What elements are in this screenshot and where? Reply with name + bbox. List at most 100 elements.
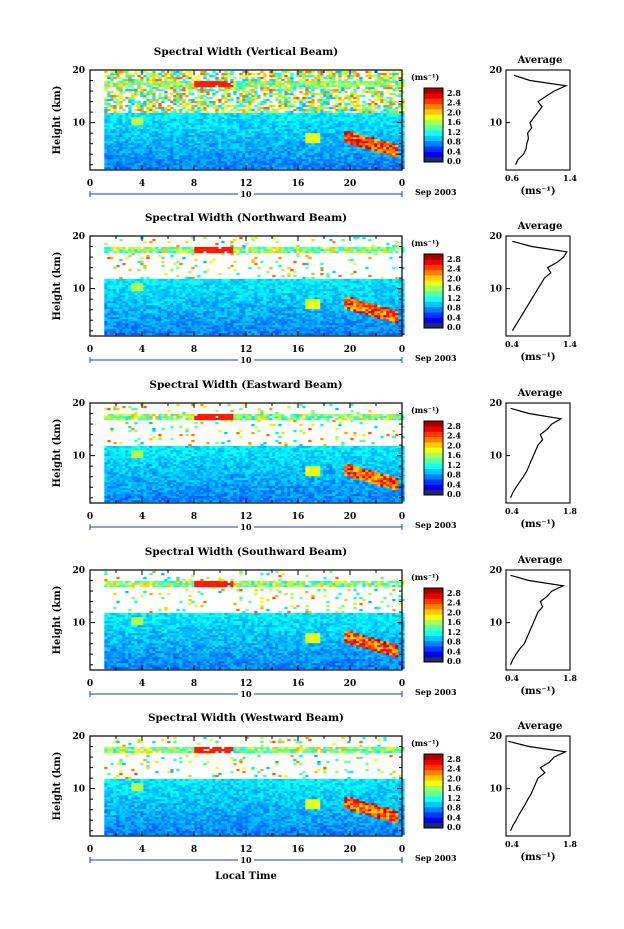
heatmap-cell bbox=[158, 96, 162, 100]
heatmap-cell bbox=[161, 328, 165, 332]
heatmap-cell bbox=[152, 248, 156, 252]
heatmap-cell bbox=[218, 78, 222, 82]
heatmap-cell bbox=[110, 154, 114, 158]
heatmap-cell bbox=[203, 164, 207, 168]
heatmap-cell bbox=[383, 162, 387, 166]
heatmap-cell bbox=[149, 328, 153, 332]
heatmap-cell bbox=[275, 166, 279, 170]
heatmap-cell bbox=[110, 324, 114, 328]
heatmap-cell bbox=[248, 110, 252, 114]
heatmap-cell bbox=[131, 328, 135, 332]
heatmap-cell bbox=[164, 112, 168, 116]
heatmap-cell bbox=[269, 90, 273, 94]
heatmap-cell bbox=[131, 116, 135, 120]
heatmap-cell bbox=[173, 152, 177, 156]
heatmap-cell bbox=[146, 128, 150, 132]
heatmap-cell bbox=[314, 136, 318, 140]
heatmap-cell bbox=[266, 142, 270, 146]
heatmap-cell bbox=[383, 130, 387, 134]
heatmap-cell bbox=[227, 140, 231, 144]
heatmap-cell bbox=[326, 146, 330, 150]
heatmap-cell bbox=[380, 96, 384, 100]
heatmap-cell bbox=[245, 114, 249, 118]
heatmap-cell bbox=[329, 110, 333, 114]
heatmap-cell bbox=[149, 304, 153, 308]
heatmap-cell bbox=[263, 106, 267, 110]
heatmap-cell bbox=[338, 146, 342, 150]
heatmap-cell bbox=[164, 114, 168, 118]
date-label: Sep 2003 bbox=[415, 187, 457, 197]
heatmap-cell bbox=[104, 108, 108, 112]
heatmap-cell bbox=[182, 152, 186, 156]
heatmap-cell bbox=[368, 104, 372, 108]
heatmap-cell bbox=[341, 112, 345, 116]
heatmap-cell bbox=[212, 166, 216, 170]
heatmap-cell bbox=[326, 76, 330, 80]
heatmap-cell bbox=[113, 106, 117, 110]
heatmap-cell bbox=[359, 164, 363, 168]
colorbar-swatch bbox=[424, 140, 443, 147]
heatmap-cell bbox=[293, 160, 297, 164]
heatmap-cell bbox=[173, 148, 177, 152]
heatmap-cell bbox=[299, 86, 303, 90]
heatmap-cell bbox=[170, 160, 174, 164]
heatmap-cell bbox=[353, 152, 357, 156]
heatmap-cell bbox=[230, 140, 234, 144]
heatmap-cell bbox=[392, 114, 396, 118]
heatmap-cell bbox=[398, 124, 402, 128]
heatmap-cell bbox=[398, 148, 402, 152]
heatmap-cell bbox=[347, 122, 351, 126]
heatmap-cell bbox=[287, 80, 291, 84]
heatmap-cell bbox=[218, 142, 222, 146]
heatmap-cell bbox=[302, 120, 306, 124]
heatmap-cell bbox=[221, 106, 225, 110]
heatmap-cell bbox=[218, 88, 222, 92]
heatmap-cell bbox=[380, 120, 384, 124]
heatmap-cell bbox=[305, 138, 309, 142]
heatmap-cell bbox=[179, 128, 183, 132]
heatmap-cell bbox=[104, 290, 108, 294]
heatmap-cell bbox=[110, 126, 114, 130]
heatmap-cell bbox=[119, 156, 123, 160]
heatmap-cell bbox=[311, 78, 315, 82]
heatmap-cell bbox=[305, 134, 309, 138]
heatmap-cell bbox=[353, 90, 357, 94]
heatmap-cell bbox=[152, 320, 156, 324]
heatmap-cell bbox=[266, 122, 270, 126]
heatmap-cell bbox=[245, 150, 249, 154]
heatmap-cell bbox=[140, 296, 144, 300]
heatmap-cell bbox=[398, 104, 402, 108]
heatmap-cell bbox=[158, 156, 162, 160]
heatmap-cell bbox=[326, 150, 330, 154]
heatmap-cell bbox=[152, 332, 156, 336]
heatmap-cell bbox=[128, 294, 132, 298]
heatmap-cell bbox=[209, 150, 213, 154]
heatmap-cell bbox=[197, 118, 201, 122]
heatmap-cell bbox=[359, 158, 363, 162]
heatmap-cell bbox=[158, 280, 162, 284]
heatmap-cell bbox=[131, 290, 135, 294]
heatmap-cell bbox=[155, 282, 159, 286]
heatmap-cell bbox=[107, 114, 111, 118]
heatmap-cell bbox=[161, 108, 165, 112]
heatmap-cell bbox=[131, 92, 135, 96]
heatmap-cell bbox=[335, 146, 339, 150]
heatmap-cell bbox=[131, 86, 135, 90]
heatmap-cell bbox=[173, 308, 177, 312]
heatmap-cell bbox=[266, 152, 270, 156]
heatmap-cell bbox=[194, 154, 198, 158]
heatmap-cell bbox=[203, 126, 207, 130]
heatmap-cell bbox=[128, 320, 132, 324]
heatmap-cell bbox=[128, 300, 132, 304]
heatmap-cell bbox=[287, 158, 291, 162]
heatmap-cell bbox=[149, 240, 153, 244]
heatmap-cell bbox=[140, 138, 144, 142]
heatmap-cell bbox=[140, 292, 144, 296]
heatmap-cell bbox=[323, 148, 327, 152]
heatmap-cell bbox=[272, 146, 276, 150]
heatmap-cell bbox=[158, 76, 162, 80]
heatmap-cell bbox=[209, 136, 213, 140]
heatmap-cell bbox=[362, 120, 366, 124]
heatmap-cell bbox=[353, 74, 357, 78]
heatmap-cell bbox=[365, 146, 369, 150]
